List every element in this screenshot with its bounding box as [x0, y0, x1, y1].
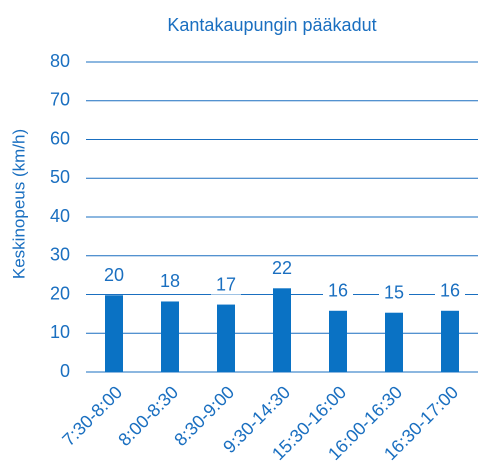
value-label: 16	[440, 281, 460, 301]
bar	[105, 295, 123, 372]
y-tick-label: 50	[50, 167, 70, 187]
y-tick-label: 40	[50, 206, 70, 226]
bar	[217, 304, 235, 372]
y-tick-label: 60	[50, 128, 70, 148]
y-tick-label: 0	[60, 361, 70, 381]
chart-title: Kantakaupungin pääkadut	[167, 15, 376, 35]
y-tick-label: 10	[50, 322, 70, 342]
x-tick-label: 7:30-8:00	[58, 382, 126, 450]
label-background	[267, 258, 297, 279]
bar	[441, 310, 459, 372]
value-label: 20	[104, 265, 124, 285]
label-background	[211, 274, 241, 295]
value-label: 15	[384, 282, 404, 302]
bar	[385, 312, 403, 372]
y-tick-label: 20	[50, 283, 70, 303]
x-tick-label: 8:00-8:30	[114, 382, 182, 450]
label-background	[435, 280, 465, 301]
label-background	[379, 282, 409, 303]
bar	[329, 310, 347, 372]
value-label: 18	[160, 271, 180, 291]
bar	[273, 288, 291, 372]
y-tick-label: 80	[50, 51, 70, 71]
y-tick-label: 30	[50, 245, 70, 265]
value-label: 22	[272, 258, 292, 278]
bar	[161, 301, 179, 372]
y-tick-label: 70	[50, 90, 70, 110]
y-axis-label: Keskinopeus (km/h)	[9, 129, 28, 279]
label-background	[155, 271, 185, 292]
label-background	[323, 280, 353, 301]
value-label: 17	[216, 274, 236, 294]
value-label: 16	[328, 281, 348, 301]
label-background	[99, 265, 129, 286]
